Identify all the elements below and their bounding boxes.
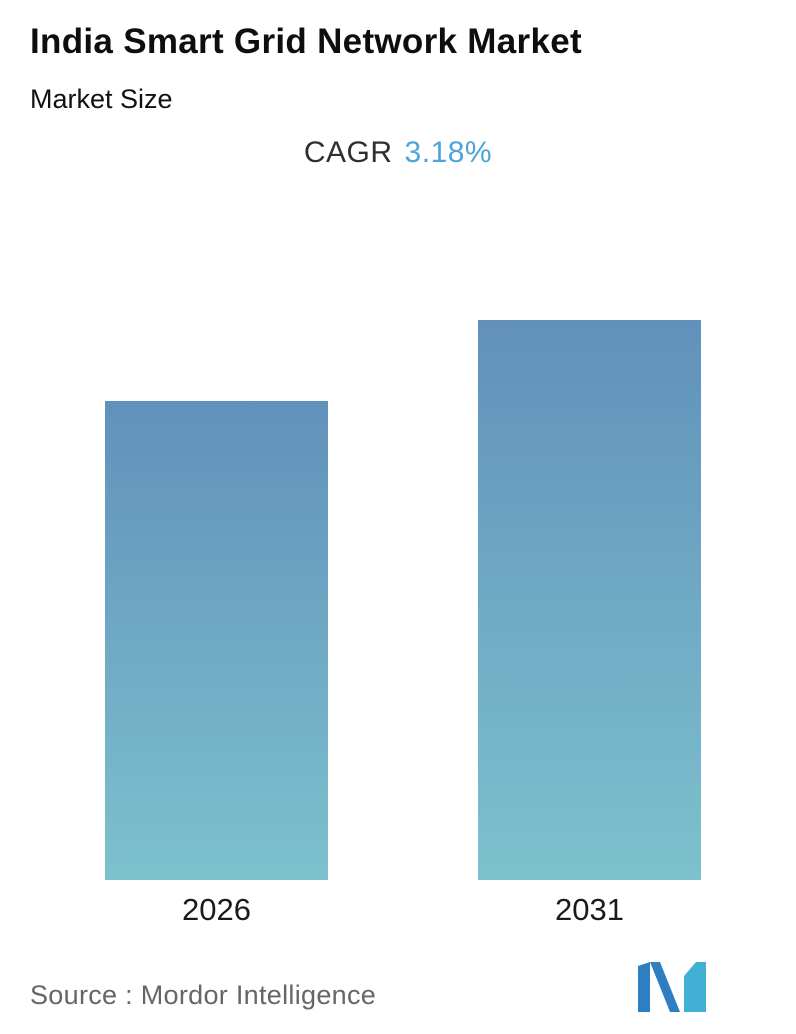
logo-diagonal bbox=[650, 962, 680, 1012]
logo-left-bar bbox=[638, 962, 650, 1012]
source-text: Source : Mordor Intelligence bbox=[30, 980, 377, 1010]
bar-2031 bbox=[478, 320, 701, 880]
chart-subtitle: Market Size bbox=[30, 84, 173, 114]
mordor-intelligence-logo bbox=[638, 962, 706, 1012]
chart-title: India Smart Grid Network Market bbox=[30, 22, 582, 61]
cagr-label: CAGR bbox=[303, 136, 393, 169]
cagr-value: 3.18% bbox=[404, 136, 493, 169]
logo-right-block bbox=[684, 962, 706, 1012]
x-axis-label-2026: 2026 bbox=[182, 892, 251, 927]
bar-2026 bbox=[105, 401, 328, 880]
cagr-line: CAGR 3.18% bbox=[0, 136, 796, 170]
x-axis-label-2031: 2031 bbox=[555, 892, 624, 927]
